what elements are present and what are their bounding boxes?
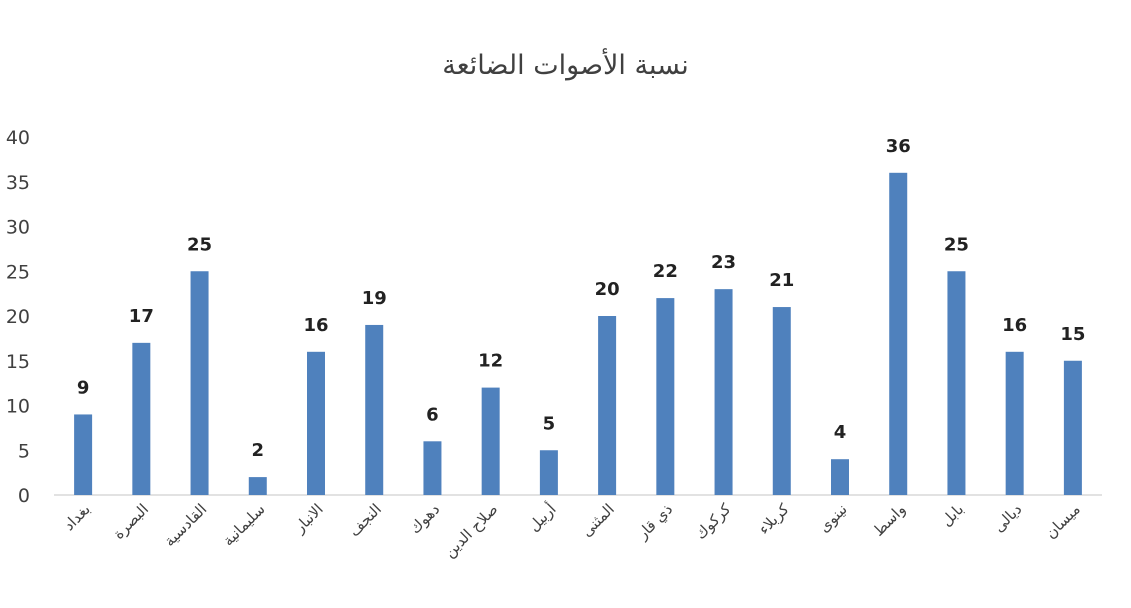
y-axis-ticks: 0 5 10 15 20 25 30 35 40: [6, 127, 30, 507]
category-label: الانبار: [290, 500, 327, 537]
category-label: أربيل: [524, 499, 560, 535]
bar: [714, 289, 733, 495]
category-label: القادسية: [160, 500, 210, 550]
data-label: 20: [595, 279, 620, 300]
category-labels-group: بغداد البصرة القادسية سليمانية الانبار النجف د…: [60, 499, 1084, 561]
category-label: المثنى: [578, 500, 618, 540]
bar: [307, 351, 325, 495]
category-label: ذي قار: [633, 500, 677, 544]
bar: [190, 271, 209, 495]
data-label: 4: [834, 422, 847, 443]
bar: [132, 342, 151, 495]
y-tick-label: 20: [6, 306, 30, 328]
y-tick-label: 5: [18, 440, 30, 462]
bar: [539, 450, 558, 495]
bar: [1005, 351, 1024, 495]
bar: [365, 324, 384, 495]
category-label: صلاح الدين: [440, 500, 501, 561]
data-label: 22: [653, 261, 678, 282]
y-tick-label: 10: [6, 396, 30, 418]
bar: [831, 459, 849, 495]
y-tick-label: 0: [18, 485, 30, 507]
bar: [772, 307, 791, 495]
bar: [1063, 360, 1082, 495]
data-label: 12: [478, 351, 503, 372]
category-label: ميسان: [1042, 500, 1084, 542]
data-label: 23: [711, 252, 736, 273]
data-label: 25: [187, 234, 212, 255]
category-label: بابل: [937, 500, 967, 530]
y-tick-label: 25: [6, 261, 30, 283]
category-label: كركوك: [691, 499, 735, 543]
data-label: 2: [252, 440, 265, 461]
data-label: 15: [1060, 324, 1085, 345]
data-label: 5: [543, 413, 556, 434]
y-tick-label: 30: [6, 217, 30, 239]
data-label: 9: [77, 377, 90, 398]
bar: [481, 387, 500, 495]
category-label: بغداد: [60, 500, 94, 534]
y-tick-label: 40: [6, 127, 30, 149]
category-label: كربلاء: [755, 500, 794, 539]
data-label: 36: [886, 136, 911, 157]
data-labels-group: 9 17 25 2 16 19 6 12 5 20 22 23 21 4 36 25 16 15: [77, 136, 1086, 461]
bar: [248, 477, 267, 495]
category-label: ديالى: [990, 500, 1026, 536]
bar: [656, 298, 675, 495]
category-label: واسط: [869, 500, 909, 540]
bars-group: [74, 172, 1082, 496]
bar: [947, 271, 966, 495]
y-tick-label: 15: [6, 351, 30, 373]
bar: [74, 414, 93, 495]
y-tick-label: 35: [6, 172, 30, 194]
data-label: 16: [303, 315, 328, 336]
bar: [598, 316, 617, 495]
data-label: 6: [426, 404, 439, 425]
bar: [423, 441, 442, 495]
category-label: البصرة: [109, 500, 152, 543]
category-label: النجف: [345, 500, 385, 540]
data-label: 21: [769, 270, 794, 291]
category-label: سليمانية: [219, 500, 269, 550]
data-label: 17: [129, 306, 154, 327]
data-label: 19: [362, 288, 387, 309]
chart-title: نسبة الأصوات الضائعة: [442, 50, 689, 81]
bar: [889, 172, 908, 496]
data-label: 16: [1002, 315, 1027, 336]
category-label: دهوك: [406, 500, 443, 537]
category-label: نينوى: [815, 500, 851, 536]
data-label: 25: [944, 234, 969, 255]
